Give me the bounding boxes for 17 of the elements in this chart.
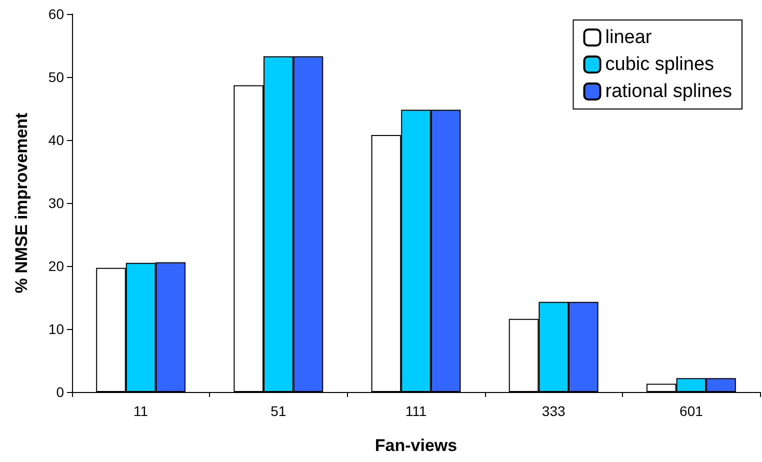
- y-tick-label: 30: [48, 195, 64, 211]
- y-tick-label: 10: [48, 321, 64, 337]
- x-tick-label: 51: [270, 403, 286, 419]
- x-tick-label: 601: [680, 403, 704, 419]
- legend-label: cubic splines: [605, 54, 714, 75]
- y-tick-label: 20: [48, 258, 64, 274]
- y-tick-label: 60: [48, 6, 64, 22]
- y-tick-label: 0: [56, 384, 64, 400]
- x-tick-label: 11: [134, 403, 148, 419]
- x-axis-title: Fan-views: [374, 436, 458, 455]
- y-axis-title: % NMSE improvement: [12, 112, 31, 294]
- x-tick-label: 333: [542, 403, 566, 419]
- x-tick-label: 111: [405, 403, 427, 419]
- legend-label: linear: [605, 27, 652, 48]
- legend-label: rational splines: [605, 81, 732, 102]
- y-tick-label: 40: [48, 132, 64, 148]
- y-tick-label: 50: [48, 69, 64, 85]
